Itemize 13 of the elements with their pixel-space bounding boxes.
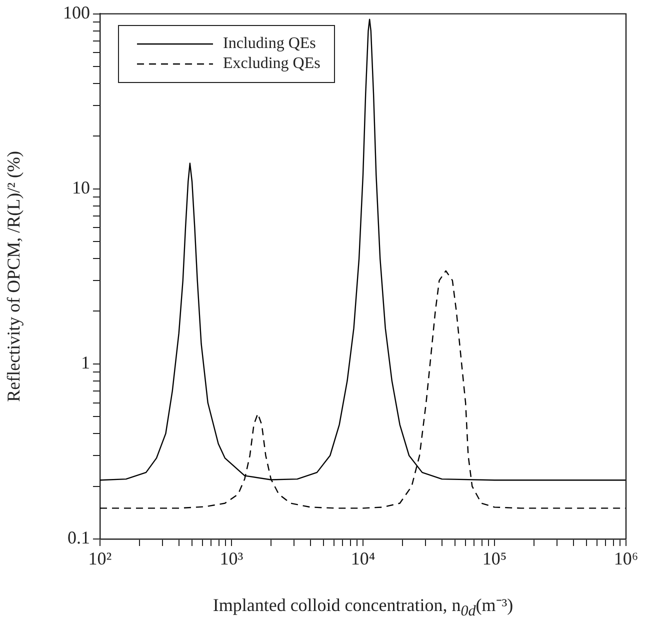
y-tick-label: 1 (81, 352, 90, 373)
x-tick-label: 10² (88, 548, 112, 569)
x-tick-label: 10⁴ (350, 548, 376, 569)
y-axis-title: Reflectivity of OPCM, /R(L)/² (%) (4, 150, 24, 402)
legend-label: Including QEs (223, 34, 316, 54)
x-axis-title: Implanted colloid concentration, n$_{0d}$(m⁻³) (212, 594, 514, 621)
y-tick-label: 10 (72, 178, 90, 198)
x-tick-label: 10⁶ (614, 548, 638, 569)
x-tick-label: 10³ (220, 548, 244, 569)
y-tick-label: 100 (63, 2, 90, 23)
y-tick-label: 0.1 (68, 528, 90, 548)
x-tick-label: 10⁵ (482, 548, 507, 569)
legend-label: Excluding QEs (223, 54, 320, 74)
